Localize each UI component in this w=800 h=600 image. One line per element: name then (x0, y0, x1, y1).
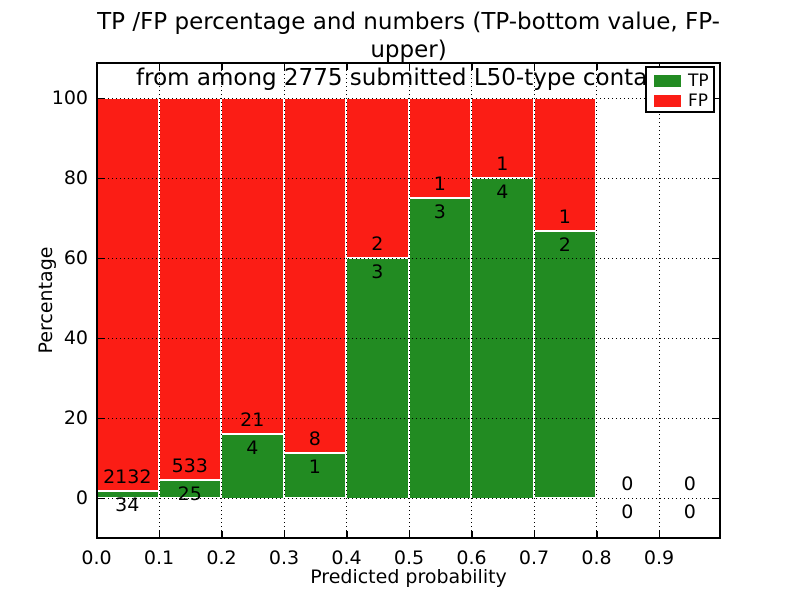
bar-segment-tp (533, 230, 596, 498)
y-tick-mark (98, 177, 104, 179)
plot-area: 2132 34 533 25 21 4 8 1 2 3 1 3 1 4 1 2 0 0 0 0 (96, 62, 721, 539)
x-tick-mark (471, 531, 473, 537)
tp-count-label: 1 (308, 456, 321, 479)
y-tick-label: 40 (63, 326, 88, 349)
tp-count-label: 4 (246, 436, 259, 459)
y-tick-mark (713, 417, 719, 419)
bar-segment-fp (408, 97, 471, 198)
x-tick-mark (96, 64, 98, 70)
x-tick-mark (96, 531, 98, 537)
y-tick-label: 100 (51, 86, 88, 109)
x-tick-label: 0.5 (393, 547, 425, 569)
x-tick-mark (283, 64, 285, 70)
v-gridline (346, 62, 347, 539)
x-tick-mark (346, 64, 348, 70)
tp-count-label: 3 (371, 260, 384, 283)
x-tick-label: 0.2 (206, 547, 237, 569)
x-tick-mark (596, 531, 598, 537)
tp-count-label: 34 (115, 494, 140, 517)
tp-count-label: 0 (621, 500, 634, 523)
bar-segment-fp (471, 97, 534, 178)
fp-count-label: 0 (683, 472, 696, 495)
fp-count-label: 2132 (103, 466, 152, 489)
chart-title: TP /FP percentage and numbers (TP-bottom… (96, 8, 721, 92)
legend-label-fp: FP (688, 91, 709, 111)
x-tick-mark (408, 531, 410, 537)
bar-segment-fp (533, 97, 596, 231)
tp-count-label: 4 (496, 180, 509, 203)
x-tick-mark (471, 64, 473, 70)
fp-count-label: 2 (371, 232, 384, 255)
y-tick-mark (713, 497, 719, 499)
chart-title-line1: TP /FP percentage and numbers (TP-bottom… (97, 9, 720, 63)
chart-title-line2: from among 2775 submitted L50-type conta… (136, 65, 681, 91)
x-tick-mark (533, 64, 535, 70)
tp-count-label: 25 (177, 482, 202, 505)
legend-item-tp: TP (647, 71, 713, 91)
x-tick-label: 0.0 (81, 547, 112, 569)
x-tick-mark (658, 531, 660, 537)
y-tick-label: 0 (75, 486, 88, 509)
fp-count-label: 1 (558, 205, 571, 228)
fp-count-label: 8 (308, 428, 321, 451)
x-tick-label: 0.8 (581, 547, 612, 569)
v-gridline (596, 62, 597, 539)
v-gridline (658, 62, 660, 539)
y-tick-mark (713, 177, 719, 179)
bar-segment-fp (221, 97, 284, 434)
legend-label-tp: TP (688, 71, 709, 91)
fp-color-swatch (654, 95, 681, 107)
v-gridline (408, 62, 410, 539)
y-tick-mark (98, 257, 104, 259)
y-tick-mark (713, 337, 719, 339)
bar-segment-tp (408, 197, 471, 498)
legend-item-fp: FP (647, 91, 713, 111)
v-gridline (283, 62, 285, 539)
y-tick-mark (98, 337, 104, 339)
x-tick-label: 0.4 (331, 547, 362, 569)
y-tick-mark (713, 97, 719, 99)
x-tick-mark (408, 64, 410, 70)
bar-segment-fp (158, 97, 221, 480)
x-tick-mark (283, 531, 285, 537)
fp-count-label: 21 (240, 408, 265, 431)
v-gridline (471, 62, 472, 539)
x-tick-label: 0.7 (518, 547, 550, 569)
v-gridline (221, 62, 222, 539)
x-tick-mark (221, 531, 223, 537)
v-gridline (158, 62, 160, 539)
x-tick-label: 0.6 (456, 547, 487, 569)
x-tick-label: 0.1 (143, 547, 175, 569)
x-tick-label: 0.9 (643, 547, 675, 569)
legend-box: TP FP (645, 66, 715, 113)
tp-count-label: 3 (433, 200, 446, 223)
x-tick-mark (533, 531, 535, 537)
tp-count-label: 2 (558, 233, 571, 256)
y-tick-mark (98, 497, 104, 499)
fp-count-label: 533 (171, 454, 208, 477)
x-tick-label: 0.3 (268, 547, 300, 569)
x-tick-mark (346, 531, 348, 537)
x-axis-label: Predicted probability (310, 566, 507, 588)
fp-count-label: 1 (433, 172, 446, 195)
y-tick-label: 20 (63, 406, 88, 429)
bar-segment-tp (346, 257, 409, 498)
x-tick-mark (158, 64, 160, 70)
x-tick-mark (596, 64, 598, 70)
tp-count-label: 0 (683, 500, 696, 523)
x-tick-mark (221, 64, 223, 70)
bar-segment-fp (96, 97, 159, 492)
v-gridline (533, 62, 535, 539)
tp-color-swatch (654, 75, 681, 87)
y-tick-label: 80 (63, 166, 88, 189)
fp-count-label: 1 (496, 152, 509, 175)
fp-count-label: 0 (621, 472, 634, 495)
y-tick-label: 60 (63, 246, 88, 269)
y-tick-mark (713, 257, 719, 259)
x-tick-mark (158, 531, 160, 537)
y-tick-mark (98, 97, 104, 99)
y-tick-mark (98, 417, 104, 419)
